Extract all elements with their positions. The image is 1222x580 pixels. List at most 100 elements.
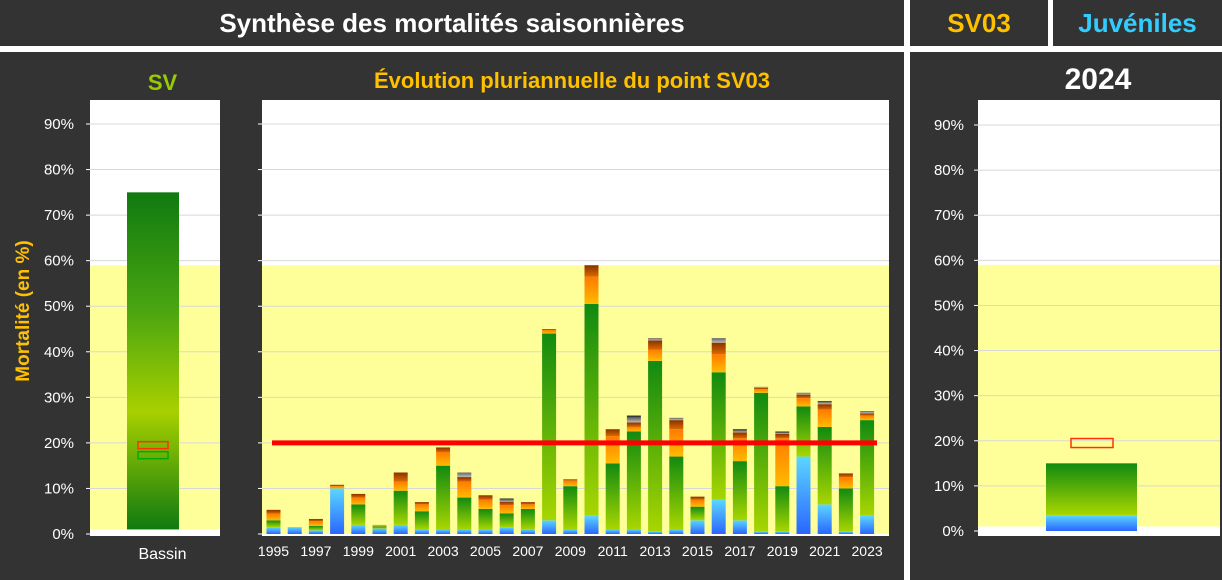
bar-segment-2001-s3 bbox=[393, 481, 408, 491]
bar-segment-2019-s1 bbox=[775, 531, 790, 534]
bar-segment-2005-s1 bbox=[478, 529, 493, 534]
bar-segment-2023-s4 bbox=[860, 413, 875, 416]
bar-segment-2017-s5 bbox=[732, 430, 747, 433]
bar-segment-1995-s3 bbox=[266, 513, 281, 521]
bar-segment-2002-s1 bbox=[414, 529, 429, 534]
bar-segment-2008-s3 bbox=[542, 329, 557, 334]
x-tick-label-2019: 2019 bbox=[767, 543, 798, 559]
bar-segment-2007-s1 bbox=[520, 529, 535, 534]
bar-segment-2004-s3 bbox=[457, 481, 472, 498]
bar-segment-2018-s4 bbox=[754, 387, 769, 390]
x-tick-label-2005: 2005 bbox=[470, 543, 501, 559]
x-tick-label-2001: 2001 bbox=[385, 543, 416, 559]
bar-segment-2003-s1 bbox=[436, 529, 451, 534]
year-y-tick-label: 10% bbox=[934, 478, 964, 495]
bar-segment-1997-s1 bbox=[308, 530, 323, 534]
bar-segment-1999-s1 bbox=[351, 524, 366, 534]
bar-segment-2016-s5 bbox=[711, 338, 726, 343]
bassin-y-tick-label: 60% bbox=[44, 253, 74, 270]
year-threshold-marker bbox=[1070, 437, 1114, 449]
bar-segment-2013-s1 bbox=[648, 531, 663, 534]
bar-segment-2000-s2 bbox=[372, 526, 387, 529]
bar-segment-2018-s3 bbox=[754, 389, 769, 393]
bar-segment-2017-s4 bbox=[732, 432, 747, 439]
year-title: 2024 bbox=[1064, 63, 1132, 96]
bar-segment-2013-s5 bbox=[648, 338, 663, 341]
bar-segment-2011-s3 bbox=[605, 436, 620, 464]
bar-segment-2021-s2 bbox=[817, 426, 832, 505]
bar-segment-2011-s4 bbox=[605, 429, 620, 437]
bar-segment-2019-s3 bbox=[775, 438, 790, 487]
bar-segment-2014-s5 bbox=[669, 417, 684, 421]
x-tick-label-2023: 2023 bbox=[852, 543, 883, 559]
x-tick-label-2009: 2009 bbox=[555, 543, 586, 559]
bassin-y-tick-label: 40% bbox=[44, 344, 74, 361]
bar-segment-2006-s6 bbox=[499, 498, 514, 500]
x-tick-label-2021: 2021 bbox=[809, 543, 840, 559]
bar-segment-2011-s1 bbox=[605, 529, 620, 534]
bar-segment-2003-s3 bbox=[436, 452, 451, 466]
bassin-y-tick-label: 50% bbox=[44, 298, 74, 315]
year-y-tick-label: 40% bbox=[934, 343, 964, 360]
bar-segment-2019-s2 bbox=[775, 486, 790, 532]
bar-segment-1997-s2 bbox=[308, 525, 323, 531]
year-y-tick-label: 0% bbox=[942, 523, 964, 540]
bar-segment-2003-s4 bbox=[436, 447, 451, 452]
bar-segment-2016-s4 bbox=[711, 342, 726, 355]
bar-segment-2017-s1 bbox=[732, 520, 747, 534]
bar-segment-2015-s4 bbox=[690, 496, 705, 500]
bar-segment-2006-s3 bbox=[499, 505, 514, 514]
bar-segment-2014-s4 bbox=[669, 420, 684, 430]
x-tick-label-1997: 1997 bbox=[300, 543, 331, 559]
bar-segment-2010-s1 bbox=[584, 515, 599, 534]
bar-segment-2007-s3 bbox=[520, 504, 535, 509]
year-y-tick-label: 60% bbox=[934, 252, 964, 269]
bassin-title: SV bbox=[147, 70, 178, 95]
bar-segment-2018-s5 bbox=[754, 386, 769, 388]
bar-segment-2005-s2 bbox=[478, 508, 493, 530]
x-tick-label-2003: 2003 bbox=[428, 543, 459, 559]
bassin-y-tick-label: 20% bbox=[44, 435, 74, 452]
year-y-tick-label: 70% bbox=[934, 207, 964, 224]
bar-segment-2009-s2 bbox=[563, 486, 578, 530]
bar-segment-2012-s4 bbox=[626, 422, 641, 427]
bar-segment-2002-s2 bbox=[414, 511, 429, 530]
header-category: Juvéniles bbox=[1078, 7, 1197, 38]
bar-segment-2015-s2 bbox=[690, 506, 705, 521]
bassin-reference-marker bbox=[137, 450, 169, 460]
bar-segment-2004-s1 bbox=[457, 529, 472, 534]
bar-segment-2012-s3 bbox=[626, 426, 641, 432]
bar-segment-2008-s4 bbox=[542, 329, 557, 330]
bar-segment-1997-s3 bbox=[308, 521, 323, 526]
x-tick-label-2011: 2011 bbox=[598, 543, 628, 559]
bar-segment-2023-s3 bbox=[860, 415, 875, 421]
bar-segment-2001-s2 bbox=[393, 490, 408, 525]
bassin-y-tick-label: 80% bbox=[44, 162, 74, 179]
bar-segment-2011-s2 bbox=[605, 463, 620, 530]
bar-segment-2004-s5 bbox=[457, 472, 472, 478]
bar-segment-2018-s2 bbox=[754, 392, 769, 532]
bar-segment-2010-s3 bbox=[584, 276, 599, 304]
bar-segment-2006-s5 bbox=[499, 499, 514, 502]
bar-segment-2019-s4 bbox=[775, 433, 790, 439]
bar-segment-2007-s4 bbox=[520, 502, 535, 505]
bar-segment-2008-s1 bbox=[542, 520, 557, 534]
bar-segment-2010-s4 bbox=[584, 265, 599, 277]
bar-segment-2001-s1 bbox=[393, 524, 408, 534]
bar-segment-2017-s2 bbox=[732, 461, 747, 521]
x-tick-label-2013: 2013 bbox=[640, 543, 671, 559]
bar-segment-2023-s1 bbox=[860, 515, 875, 534]
bassin-y-tick-label: 90% bbox=[44, 116, 74, 133]
bar-segment-2019-s5 bbox=[775, 432, 790, 434]
header-site: SV03 bbox=[947, 7, 1011, 38]
year-y-tick-label: 30% bbox=[934, 388, 964, 405]
bar-segment-2008-s2 bbox=[542, 333, 557, 521]
bar-segment-2009-s4 bbox=[563, 479, 578, 481]
bar-segment-2001-s4 bbox=[393, 472, 408, 482]
bar-segment-2006-s4 bbox=[499, 501, 514, 506]
bar-segment-2002-s3 bbox=[414, 504, 429, 512]
year-y-tick-label: 90% bbox=[934, 117, 964, 134]
bar-segment-2018-s1 bbox=[754, 531, 769, 534]
header-category-box: Juvéniles bbox=[1053, 0, 1222, 46]
